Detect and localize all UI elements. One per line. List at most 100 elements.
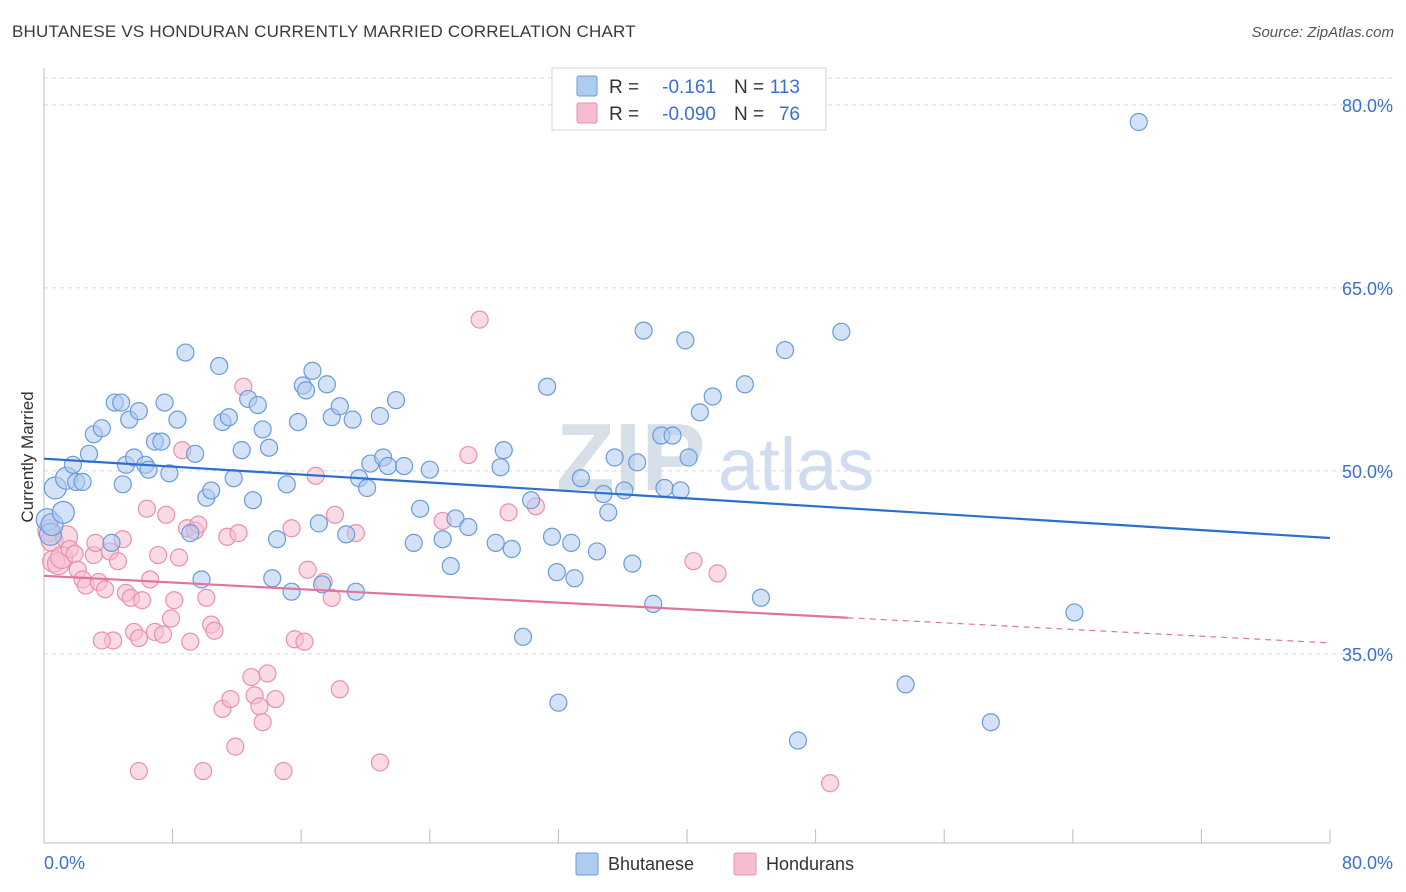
legend-swatch-blue — [576, 75, 598, 97]
honduran-point — [153, 625, 173, 644]
y-axis-title: Currently Married — [18, 391, 37, 522]
bhutanese-point — [63, 455, 83, 474]
bhutanese-point — [155, 393, 174, 412]
chart-title: BHUTANESE VS HONDURAN CURRENTLY MARRIED … — [12, 22, 636, 41]
bhutanese-point — [663, 426, 682, 445]
bhutanese-point — [378, 456, 398, 476]
legend-bhutanese-swatch — [575, 852, 599, 876]
honduran-point — [325, 505, 345, 524]
honduran-point — [322, 588, 341, 607]
honduran-point — [229, 524, 248, 543]
hondurans-points — [37, 310, 840, 793]
bhutanese-point — [676, 331, 695, 350]
bhutanese-point — [981, 713, 1000, 732]
bhutanese-point — [599, 503, 618, 522]
bhutanese-point — [219, 408, 238, 427]
bhutanese-point — [263, 569, 282, 588]
bhutanese-point — [513, 627, 533, 646]
bhutanese-point — [343, 410, 362, 429]
bhutanese-point — [248, 395, 267, 415]
honduran-point — [274, 761, 293, 781]
bhutanese-point — [152, 432, 171, 451]
honduran-point — [266, 689, 285, 709]
bhutanese-point — [404, 533, 423, 552]
bhutanese-trend-line — [43, 457, 1331, 540]
bhutanese-point — [282, 582, 301, 601]
bhutanese-point — [751, 588, 771, 607]
honduran-point — [95, 580, 115, 599]
honduran-point — [250, 697, 269, 716]
x-tick-label-min: 0.0% — [44, 853, 85, 873]
honduran-point — [205, 621, 224, 640]
honduran-point — [295, 632, 314, 651]
hondurans-trend-extension — [847, 617, 1331, 644]
honduran-point — [820, 774, 840, 793]
honduran-point — [499, 503, 518, 522]
series-legend: Bhutanese Hondurans — [575, 852, 854, 876]
axes — [43, 68, 1331, 844]
bhutanese-point — [79, 444, 99, 463]
legend-bhutanese-label: Bhutanese — [608, 854, 694, 874]
bhutanese-point — [547, 563, 566, 582]
legend-r-label-pink: R = — [609, 104, 639, 125]
bhutanese-point — [303, 361, 322, 380]
bhutanese-point — [317, 375, 337, 394]
bhutanese-point — [571, 469, 591, 488]
bhutanese-point — [1065, 603, 1084, 622]
honduran-point — [132, 591, 152, 610]
honduran-point — [194, 761, 213, 781]
honduran-point — [470, 310, 489, 329]
honduran-point — [137, 499, 156, 518]
legend-r-value-pink: -0.090 — [662, 104, 716, 125]
bhutanese-point — [459, 517, 478, 537]
honduran-point — [258, 664, 277, 683]
honduran-point — [157, 505, 176, 524]
bhutanese-point — [288, 413, 308, 432]
bhutanese-point — [253, 420, 272, 439]
bhutanese-point — [494, 441, 513, 460]
bhutanese-point — [386, 391, 406, 410]
y-tick-label: 50.0% — [1342, 462, 1393, 482]
bhutanese-point — [296, 381, 316, 400]
honduran-point — [708, 564, 727, 583]
y-tick-labels: 35.0% 50.0% 65.0% 80.0% — [1342, 96, 1393, 665]
bhutanese-point — [605, 448, 624, 467]
x-tick-label-max: 80.0% — [1342, 853, 1393, 873]
source-label: Source: ZipAtlas.com — [1251, 24, 1394, 41]
honduran-point — [165, 591, 184, 610]
honduran-point — [169, 548, 189, 567]
bhutanese-point — [411, 499, 430, 518]
honduran-point — [108, 552, 128, 571]
bhutanese-point — [337, 525, 356, 544]
trend-lines — [43, 457, 1331, 644]
bhutanese-point — [634, 321, 653, 340]
legend-n-label-pink: N = — [734, 104, 764, 125]
honduran-point — [330, 680, 349, 699]
bhutanese-point — [433, 530, 452, 549]
bhutanese-point — [102, 533, 121, 552]
honduran-point — [161, 609, 181, 628]
bhutanese-point — [129, 402, 148, 421]
honduran-point — [149, 545, 168, 565]
bhutanese-point — [446, 509, 465, 528]
bhutanese-point — [160, 464, 179, 483]
bhutanese-point — [358, 478, 377, 498]
legend-r-value-blue: -0.161 — [662, 77, 716, 98]
legend-r-label-blue: R = — [609, 77, 639, 98]
bhutanese-point — [502, 539, 521, 559]
bhutanese-point — [370, 406, 390, 426]
legend-hondurans-label: Hondurans — [766, 854, 854, 874]
bhutanese-point — [565, 569, 584, 588]
bhutanese-point — [420, 460, 439, 479]
honduran-point — [221, 689, 240, 709]
bhutanese-point — [671, 481, 690, 500]
bhutanese-point — [202, 481, 221, 500]
bhutanese-point — [113, 475, 132, 494]
bhutanese-point — [486, 533, 505, 552]
bhutanese-point — [394, 456, 414, 476]
honduran-point — [129, 761, 148, 781]
bhutanese-point — [51, 500, 75, 524]
bhutanese-point — [679, 448, 698, 467]
bhutanese-point — [232, 441, 251, 460]
